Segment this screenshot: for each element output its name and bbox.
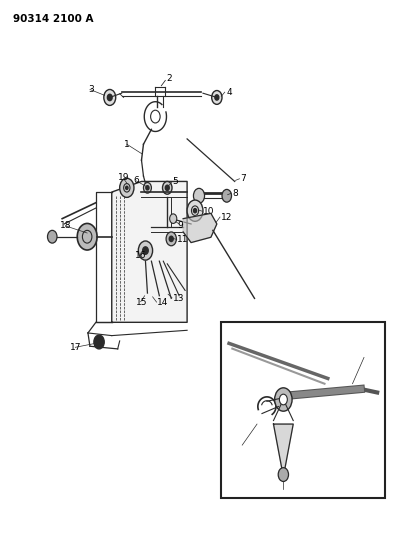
Polygon shape (183, 213, 217, 243)
Circle shape (193, 188, 205, 203)
Text: 20: 20 (366, 350, 377, 358)
Text: 11: 11 (177, 236, 189, 245)
Text: 10: 10 (203, 207, 215, 216)
Text: 22: 22 (234, 442, 245, 451)
Text: 4: 4 (227, 87, 232, 96)
Circle shape (126, 186, 128, 189)
Text: 15: 15 (136, 298, 147, 307)
Text: 19: 19 (118, 173, 129, 182)
Circle shape (193, 208, 197, 213)
Circle shape (222, 189, 232, 202)
Text: 18: 18 (60, 221, 72, 230)
Text: 21: 21 (278, 488, 289, 497)
Circle shape (107, 94, 112, 101)
Circle shape (120, 178, 134, 197)
Circle shape (187, 200, 203, 221)
Circle shape (162, 181, 172, 194)
Circle shape (278, 467, 289, 481)
Text: 9: 9 (177, 221, 183, 230)
Circle shape (47, 230, 57, 243)
Circle shape (212, 91, 222, 104)
Circle shape (169, 236, 173, 241)
Text: 16: 16 (135, 252, 146, 260)
Text: 6: 6 (134, 176, 139, 185)
Circle shape (94, 335, 104, 349)
Text: 3: 3 (88, 85, 94, 94)
Circle shape (143, 182, 151, 193)
Text: 1: 1 (124, 140, 129, 149)
Circle shape (279, 394, 287, 405)
Circle shape (146, 185, 149, 190)
Circle shape (215, 95, 219, 100)
Text: 90314 2100 A: 90314 2100 A (13, 14, 93, 25)
Text: 2: 2 (166, 74, 172, 83)
Circle shape (104, 90, 116, 106)
Text: 13: 13 (173, 294, 185, 303)
Text: 12: 12 (221, 213, 232, 222)
Circle shape (165, 185, 169, 190)
Circle shape (139, 241, 152, 260)
Circle shape (170, 214, 177, 223)
Circle shape (275, 388, 292, 411)
Circle shape (166, 232, 176, 246)
Text: 5: 5 (172, 177, 178, 186)
Text: 7: 7 (241, 174, 246, 183)
Text: 17: 17 (70, 343, 82, 352)
Text: 8: 8 (233, 189, 238, 198)
Polygon shape (112, 181, 187, 322)
Polygon shape (273, 424, 293, 477)
Circle shape (77, 223, 97, 250)
Bar (221, 322, 385, 498)
Text: 14: 14 (157, 298, 169, 307)
Circle shape (142, 247, 148, 254)
